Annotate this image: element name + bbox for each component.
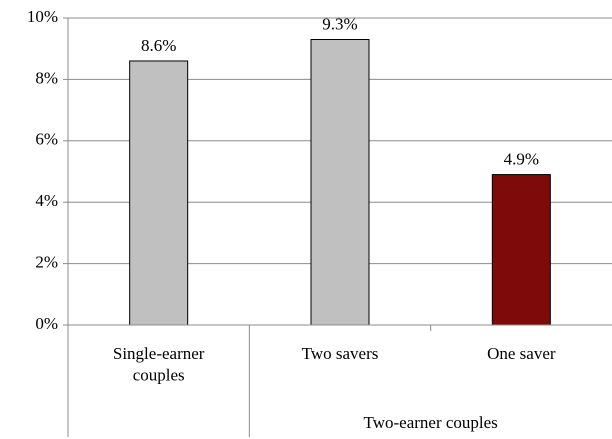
data-label: 4.9%	[504, 149, 539, 168]
y-tick-label: 2%	[35, 253, 58, 272]
x-tick-label: One saver	[487, 344, 556, 363]
bar	[491, 174, 551, 326]
x-tick-label: Single-earner couples	[113, 344, 205, 384]
y-tick-label: 6%	[35, 130, 58, 149]
group-label: Two-earner couples	[364, 413, 498, 432]
y-tick-label: 8%	[35, 68, 58, 87]
y-tick-label: 0%	[35, 314, 58, 333]
bar	[129, 60, 189, 326]
y-tick-label: 4%	[35, 191, 58, 210]
y-tick-label: 10%	[27, 7, 58, 26]
bar	[310, 38, 370, 326]
data-label: 8.6%	[141, 36, 176, 55]
x-tick-label: Two savers	[302, 344, 379, 363]
data-label: 9.3%	[322, 14, 357, 33]
